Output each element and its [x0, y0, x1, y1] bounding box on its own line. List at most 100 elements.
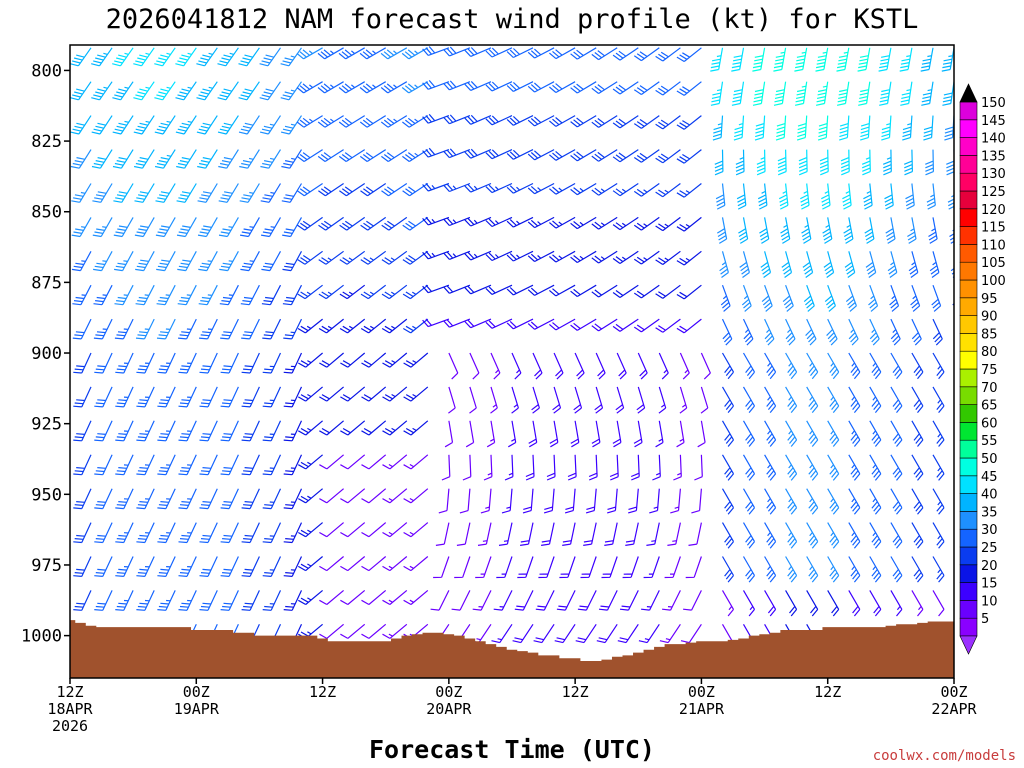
wind-barb: [890, 556, 903, 583]
wind-barb: [827, 590, 840, 617]
wind-barb: [796, 115, 808, 141]
wind-barb: [177, 284, 197, 306]
wind-barb: [319, 556, 344, 572]
colorbar-swatch: [959, 137, 978, 156]
colorbar-label: 90: [981, 310, 998, 325]
wind-barb: [806, 352, 819, 380]
wind-barb: [422, 182, 450, 192]
wind-barb: [280, 115, 303, 135]
wind-barb: [595, 352, 606, 380]
colorbar-label: 60: [981, 416, 998, 431]
wind-barb: [157, 522, 176, 544]
wind-barb: [683, 590, 702, 611]
wind-barb: [848, 420, 861, 447]
wind-barb: [338, 47, 365, 60]
wind-barb: [764, 386, 777, 413]
wind-barb: [422, 318, 450, 328]
wind-barb: [262, 318, 282, 340]
wind-barb: [857, 47, 871, 72]
wind-barb: [340, 623, 366, 639]
wind-barb: [176, 183, 197, 203]
wind-barb: [262, 590, 282, 611]
wind-barb: [480, 488, 492, 514]
wind-barb: [94, 556, 113, 577]
wind-barb: [135, 318, 155, 340]
wind-barb: [135, 284, 155, 306]
wind-barb: [911, 556, 924, 583]
wind-barb: [525, 454, 535, 481]
wind-barb: [155, 217, 176, 238]
wind-barb: [676, 115, 702, 130]
y-tick-label: 850: [31, 203, 62, 223]
wind-barb: [73, 420, 92, 442]
wind-barb: [112, 81, 134, 101]
wind-barb: [485, 47, 513, 58]
wind-barb: [403, 589, 429, 606]
colorbar-label: 55: [981, 434, 998, 449]
wind-barb: [848, 386, 861, 413]
wind-barb: [133, 149, 155, 169]
wind-barb: [70, 47, 92, 67]
wind-barb: [93, 251, 113, 272]
wind-barb: [742, 420, 756, 447]
wind-barb: [283, 488, 303, 510]
colorbar-swatch: [959, 457, 978, 477]
wind-barb: [942, 81, 954, 106]
wind-barb: [114, 284, 134, 306]
wind-barb: [114, 251, 134, 272]
wind-barb: [359, 81, 387, 94]
wind-barb: [596, 623, 618, 644]
wind-barb: [157, 420, 176, 442]
wind-barb: [298, 488, 323, 504]
wind-barb: [826, 318, 838, 346]
wind-barb: [136, 386, 155, 408]
wind-barb: [759, 217, 770, 244]
wind-barb: [827, 556, 840, 583]
wind-barb: [802, 251, 814, 278]
colorbar-arrow-bottom: [959, 635, 978, 655]
wind-barb: [742, 522, 756, 549]
wind-barb: [716, 217, 728, 244]
wind-barb: [827, 454, 840, 481]
y-tick-label: 900: [31, 344, 62, 364]
wind-barb: [757, 183, 768, 210]
wind-barb: [775, 115, 787, 141]
wind-barb: [633, 81, 660, 95]
wind-barb: [848, 522, 861, 549]
wind-barb: [570, 81, 597, 94]
colorbar-label: 45: [981, 470, 998, 485]
wind-barb: [382, 488, 408, 504]
wind-barb: [821, 183, 831, 210]
wind-barb: [340, 454, 366, 470]
wind-barb: [469, 352, 480, 380]
wind-barb: [175, 81, 197, 101]
wind-barb: [340, 589, 366, 606]
wind-barb: [178, 386, 197, 408]
wind-barb: [721, 590, 735, 617]
wind-barb: [756, 149, 766, 176]
wind-barb: [493, 590, 513, 611]
wind-barb: [464, 47, 492, 57]
wind-barb: [422, 250, 450, 260]
wind-barb: [361, 589, 387, 606]
colorbar-label: 135: [981, 149, 1006, 164]
wind-barb: [283, 318, 303, 340]
wind-barb: [848, 590, 861, 617]
wind-barb: [764, 488, 777, 515]
wind-barb: [317, 81, 344, 94]
wind-barb: [115, 522, 134, 544]
wind-barb: [778, 183, 789, 210]
wind-barb: [155, 183, 176, 203]
wind-barb: [567, 454, 577, 481]
wind-barb: [380, 81, 408, 94]
wind-barb: [381, 284, 408, 300]
wind-barb: [806, 488, 819, 515]
wind-barb: [903, 149, 913, 176]
wind-barb: [845, 284, 857, 312]
wind-barb: [157, 556, 176, 577]
wind-barb: [785, 590, 798, 617]
wind-barb: [646, 522, 660, 546]
wind-barb: [591, 284, 618, 298]
wind-barb: [742, 454, 756, 481]
wind-barb: [340, 352, 366, 368]
